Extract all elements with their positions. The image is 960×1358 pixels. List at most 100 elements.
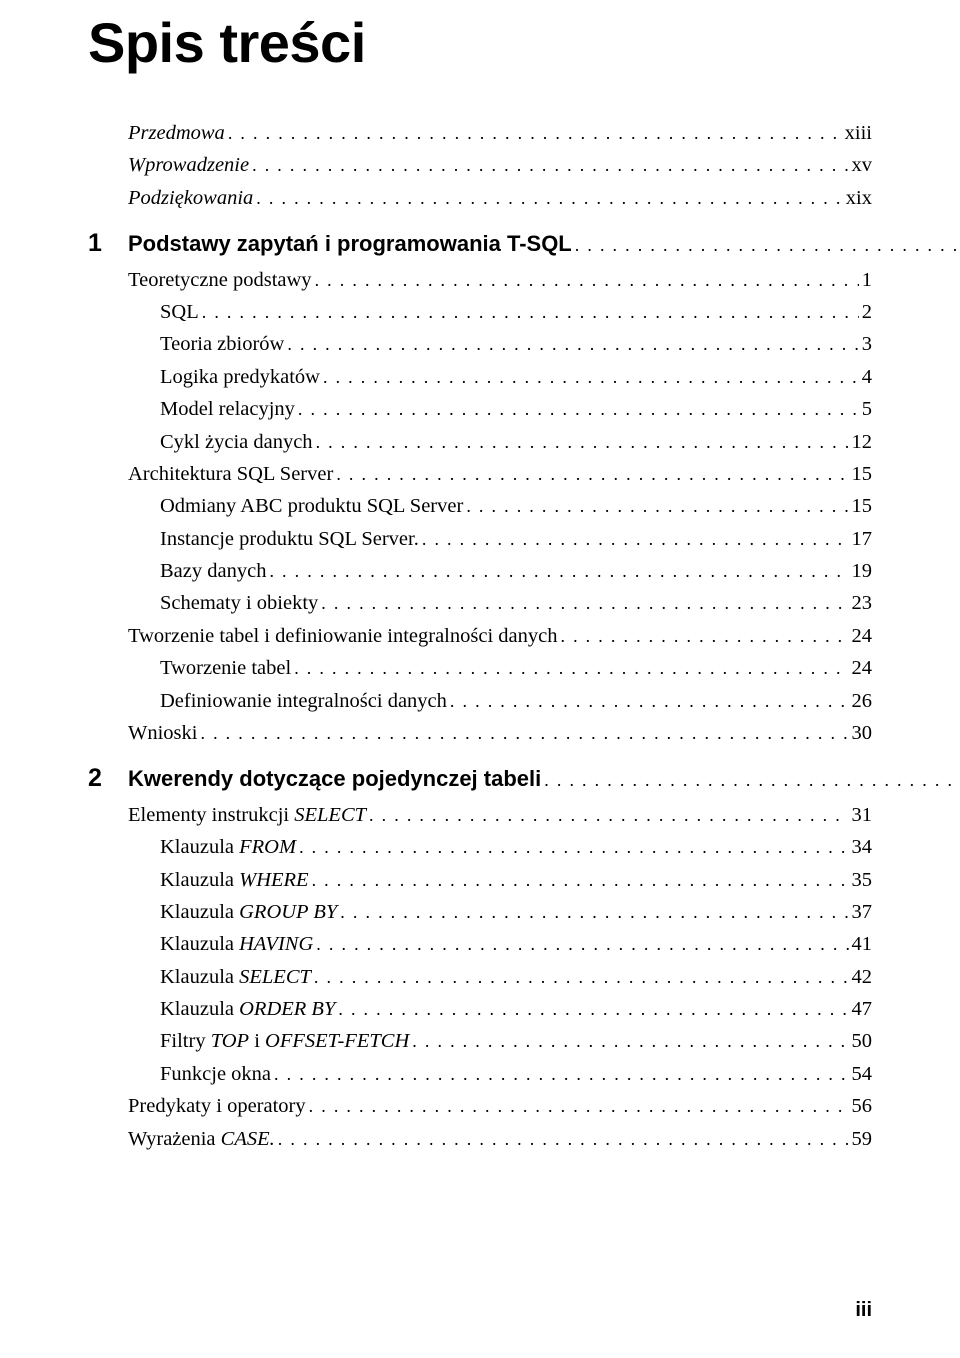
toc-label: Wnioski xyxy=(128,717,197,749)
toc-page: 42 xyxy=(852,961,873,993)
toc-label: Logika predykatów xyxy=(160,361,320,393)
toc-leader-dots: . . . . . . . . . . . . . . . . . . . . … xyxy=(252,151,848,179)
toc-leader-dots: . . . . . . . . . . . . . . . . . . . . … xyxy=(269,557,848,585)
toc-page: 19 xyxy=(852,555,873,587)
toc-label: Instancje produktu SQL Server. xyxy=(160,523,419,555)
toc-entry: Predykaty i operatory . . . . . . . . . … xyxy=(88,1090,872,1122)
toc-label: Klauzula HAVING xyxy=(160,928,313,960)
toc-title: Spis treści xyxy=(88,10,872,75)
toc-label: Filtry TOP i OFFSET-FETCH xyxy=(160,1025,409,1057)
toc-entry: Logika predykatów . . . . . . . . . . . … xyxy=(88,361,872,393)
chapter-number: 1 xyxy=(88,224,128,264)
toc-label: Przedmowa xyxy=(128,117,225,149)
toc-label: Klauzula FROM xyxy=(160,831,296,863)
toc-entry: Klauzula ORDER BY . . . . . . . . . . . … xyxy=(88,993,872,1025)
toc-label: Klauzula ORDER BY xyxy=(160,993,335,1025)
toc-label: Schematy i obiekty xyxy=(160,587,318,619)
toc-leader-dots: . . . . . . . . . . . . . . . . . . . . … xyxy=(287,330,858,358)
toc-entry: Instancje produktu SQL Server. . . . . .… xyxy=(88,523,872,555)
toc-entry: Klauzula GROUP BY . . . . . . . . . . . … xyxy=(88,896,872,928)
toc-leader-dots: . . . . . . . . . . . . . . . . . . . . … xyxy=(312,866,849,894)
toc-leader-dots: . . . . . . . . . . . . . . . . . . . . … xyxy=(316,930,848,958)
toc-entry: Schematy i obiekty . . . . . . . . . . .… xyxy=(88,587,872,619)
toc-page: 47 xyxy=(852,993,873,1025)
toc-page: 2 xyxy=(862,296,872,328)
toc-page: 17 xyxy=(852,523,873,555)
toc-entry: Teoretyczne podstawy . . . . . . . . . .… xyxy=(88,264,872,296)
toc-entry: Klauzula HAVING . . . . . . . . . . . . … xyxy=(88,928,872,960)
toc-leader-dots: . . . . . . . . . . . . . . . . . . . . … xyxy=(278,1125,849,1153)
toc-page: 15 xyxy=(852,490,873,522)
toc-leader-dots: . . . . . . . . . . . . . . . . . . . . … xyxy=(369,801,848,829)
toc-label: Klauzula SELECT xyxy=(160,961,311,993)
toc-entry: Model relacyjny . . . . . . . . . . . . … xyxy=(88,393,872,425)
toc-label: Architektura SQL Server xyxy=(128,458,333,490)
toc-chapter-title: Kwerendy dotyczące pojedynczej tabeli . … xyxy=(128,762,960,797)
toc-entry: Funkcje okna . . . . . . . . . . . . . .… xyxy=(88,1058,872,1090)
toc-leader-dots: . . . . . . . . . . . . . . . . . . . . … xyxy=(316,428,849,456)
toc-leader-dots: . . . . . . . . . . . . . . . . . . . . … xyxy=(202,298,859,326)
toc-leader-dots: . . . . . . . . . . . . . . . . . . . . … xyxy=(228,119,842,147)
toc-page: 15 xyxy=(852,458,873,490)
toc-front-entry: Przedmowa . . . . . . . . . . . . . . . … xyxy=(88,117,872,149)
toc-entry: Odmiany ABC produktu SQL Server . . . . … xyxy=(88,490,872,522)
toc-page: xix xyxy=(846,182,872,214)
toc-label: Definiowanie integralności danych xyxy=(160,685,447,717)
toc-leader-dots: . . . . . . . . . . . . . . . . . . . . … xyxy=(256,184,843,212)
toc-label: Odmiany ABC produktu SQL Server xyxy=(160,490,463,522)
toc-page: 41 xyxy=(852,928,873,960)
toc-body: Przedmowa . . . . . . . . . . . . . . . … xyxy=(88,117,872,1155)
toc-leader-dots: . . . . . . . . . . . . . . . . . . . . … xyxy=(200,719,848,747)
toc-label: Elementy instrukcji SELECT xyxy=(128,799,366,831)
toc-leader-dots: . . . . . . . . . . . . . . . . . . . . … xyxy=(422,525,849,553)
toc-leader-dots: . . . . . . . . . . . . . . . . . . . . … xyxy=(336,460,848,488)
toc-front-entry: Podziękowania . . . . . . . . . . . . . … xyxy=(88,182,872,214)
toc-label: Teoria zbiorów xyxy=(160,328,284,360)
toc-page: 56 xyxy=(852,1090,873,1122)
toc-page: 30 xyxy=(852,717,873,749)
toc-leader-dots: . . . . . . . . . . . . . . . . . . . . … xyxy=(294,654,848,682)
toc-page: 12 xyxy=(852,426,873,458)
toc-chapter-title: Podstawy zapytań i programowania T-SQL .… xyxy=(128,227,960,262)
toc-entry: Teoria zbiorów . . . . . . . . . . . . .… xyxy=(88,328,872,360)
toc-page: 3 xyxy=(862,328,872,360)
toc-page: 54 xyxy=(852,1058,873,1090)
toc-label: Predykaty i operatory xyxy=(128,1090,306,1122)
toc-entry: Klauzula SELECT . . . . . . . . . . . . … xyxy=(88,961,872,993)
page-number: iii xyxy=(855,1299,872,1322)
page: Spis treści Przedmowa . . . . . . . . . … xyxy=(0,0,960,1155)
toc-leader-dots: . . . . . . . . . . . . . . . . . . . . … xyxy=(338,995,848,1023)
toc-page: 35 xyxy=(852,864,873,896)
toc-label: Teoretyczne podstawy xyxy=(128,264,312,296)
toc-leader-dots: . . . . . . . . . . . . . . . . . . . . … xyxy=(412,1027,848,1055)
toc-entry: Architektura SQL Server . . . . . . . . … xyxy=(88,458,872,490)
toc-page: 26 xyxy=(852,685,873,717)
toc-entry: Bazy danych . . . . . . . . . . . . . . … xyxy=(88,555,872,587)
toc-leader-dots: . . . . . . . . . . . . . . . . . . . . … xyxy=(321,589,848,617)
toc-label: SQL xyxy=(160,296,199,328)
chapter-number: 2 xyxy=(88,759,128,799)
toc-entry: Definiowanie integralności danych . . . … xyxy=(88,685,872,717)
toc-entry: Filtry TOP i OFFSET-FETCH . . . . . . . … xyxy=(88,1025,872,1057)
toc-page: 24 xyxy=(852,652,873,684)
toc-label: Wprowadzenie xyxy=(128,149,249,181)
toc-page: xv xyxy=(852,149,873,181)
toc-leader-dots: . . . . . . . . . . . . . . . . . . . . … xyxy=(450,687,849,715)
toc-leader-dots: . . . . . . . . . . . . . . . . . . . . … xyxy=(575,231,960,259)
toc-label: Model relacyjny xyxy=(160,393,295,425)
toc-label: Tworzenie tabel xyxy=(160,652,291,684)
toc-label: Kwerendy dotyczące pojedynczej tabeli xyxy=(128,762,541,797)
toc-leader-dots: . . . . . . . . . . . . . . . . . . . . … xyxy=(315,266,859,294)
toc-label: Klauzula WHERE xyxy=(160,864,309,896)
toc-leader-dots: . . . . . . . . . . . . . . . . . . . . … xyxy=(323,363,859,391)
toc-entry: Wnioski . . . . . . . . . . . . . . . . … xyxy=(88,717,872,749)
toc-leader-dots: . . . . . . . . . . . . . . . . . . . . … xyxy=(274,1060,848,1088)
toc-page: 37 xyxy=(852,896,873,928)
toc-chapter-row: 2Kwerendy dotyczące pojedynczej tabeli .… xyxy=(88,759,872,799)
toc-entry: Klauzula FROM . . . . . . . . . . . . . … xyxy=(88,831,872,863)
toc-entry: SQL . . . . . . . . . . . . . . . . . . … xyxy=(88,296,872,328)
toc-entry: Wyrażenia CASE. . . . . . . . . . . . . … xyxy=(88,1123,872,1155)
toc-page: 5 xyxy=(862,393,872,425)
toc-leader-dots: . . . . . . . . . . . . . . . . . . . . … xyxy=(560,622,848,650)
toc-label: Tworzenie tabel i definiowanie integraln… xyxy=(128,620,557,652)
